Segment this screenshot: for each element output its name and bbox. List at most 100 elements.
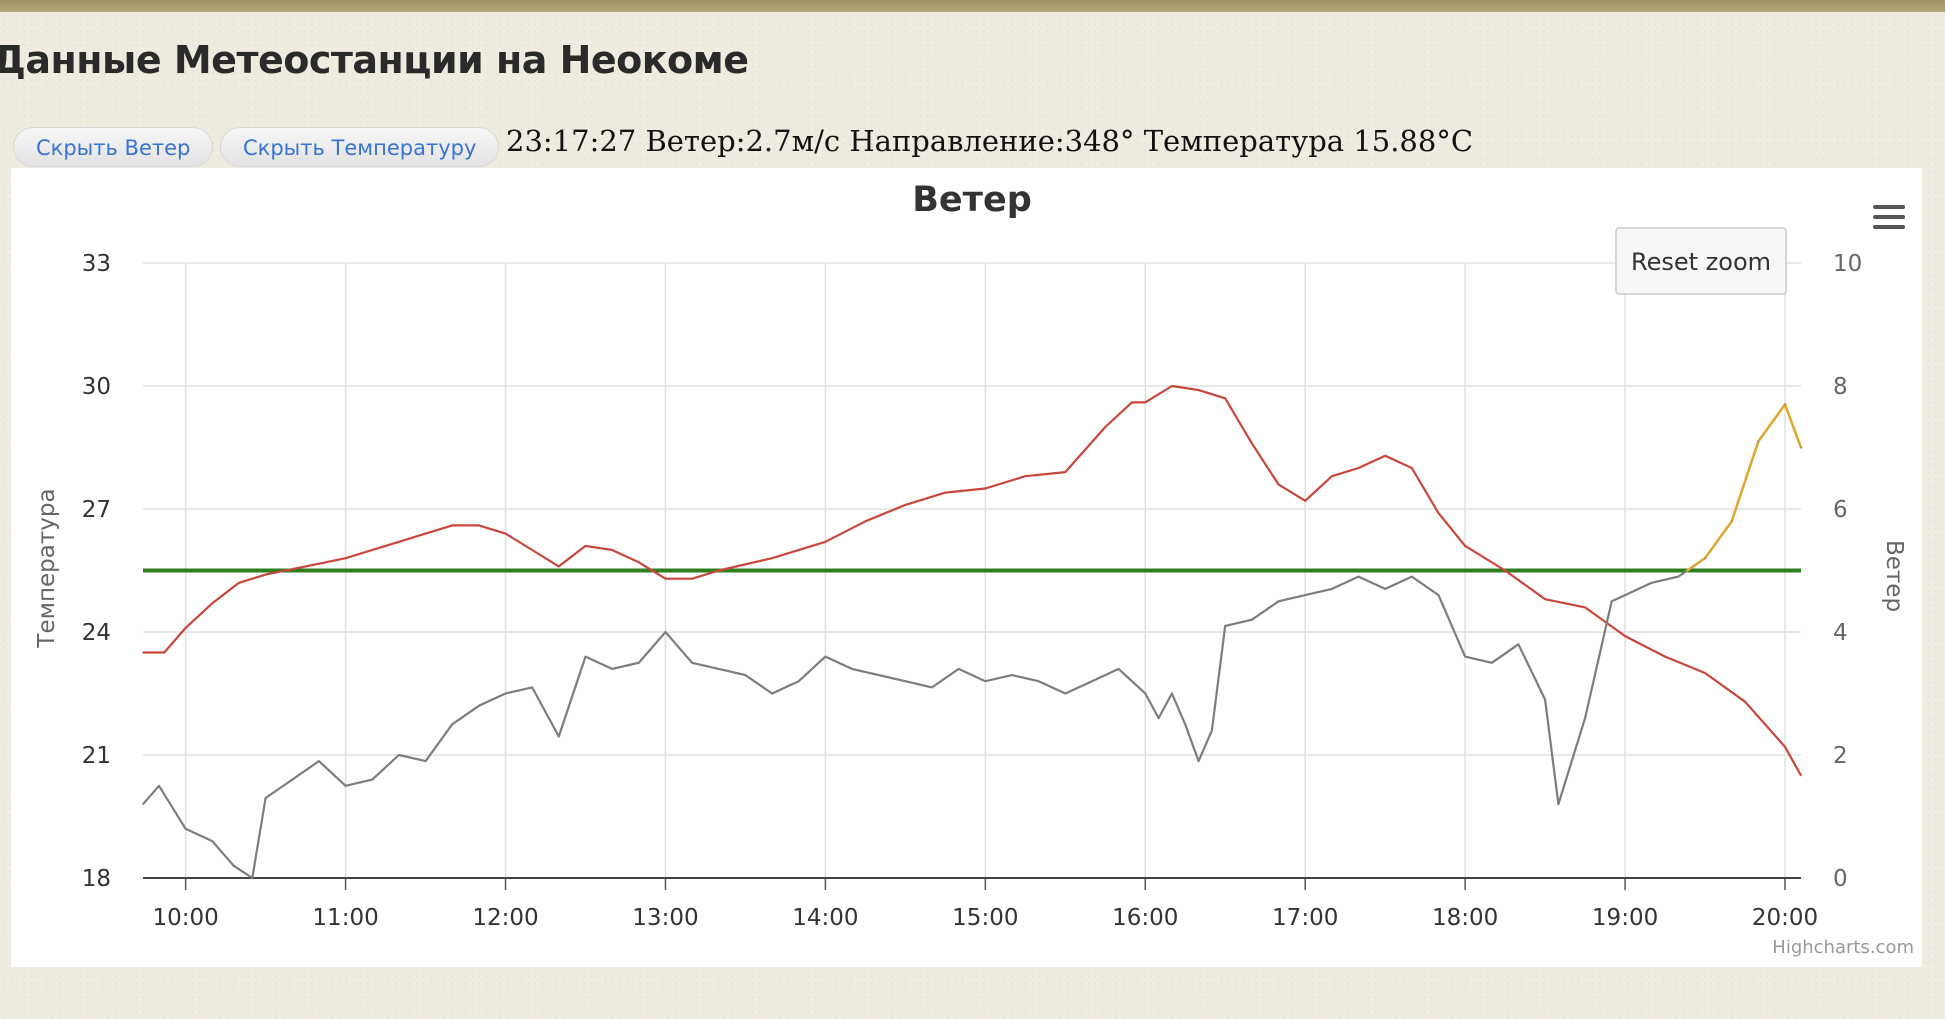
wind-point [1557,803,1560,805]
wind-point [1184,723,1186,726]
wind-point [1544,698,1546,701]
temperature-point [304,565,307,568]
wind-point [1624,594,1626,596]
x-tick-label: 12:00 [472,905,538,931]
wind-point [478,705,480,707]
x-tick-label: 14:00 [792,905,858,931]
wind-point [611,668,613,670]
hide-temperature-button[interactable]: Скрыть Температуру [220,127,500,167]
temperature-line [143,384,1802,777]
temperature-point [984,487,987,490]
wind-point [318,760,320,762]
temperature-point [238,582,240,584]
temperature-point [1024,475,1027,478]
wind-point [1650,582,1653,584]
temperature-point [384,545,387,547]
wind-point [771,692,773,695]
wind-point [1411,575,1413,578]
wind-high-segment [1783,403,1803,449]
hamburger-menu-icon[interactable] [1873,203,1905,233]
temperature-point [1357,467,1360,469]
x-tick-label: 16:00 [1112,905,1178,931]
wind-point [691,662,693,664]
wind-point [1037,680,1040,682]
temperature-point [1064,471,1067,473]
wind-high-segment [1686,557,1707,572]
wind-point [451,723,454,726]
temperature-point [1304,500,1306,502]
temperature-point [1437,512,1440,514]
temperature-point [1171,385,1173,387]
wind-point [1117,668,1120,670]
wind-point [1171,692,1173,695]
wind-point [344,785,347,787]
wind-point [904,680,907,682]
x-tick-label: 18:00 [1432,905,1498,931]
hide-wind-button[interactable]: Скрыть Ветер [13,127,214,167]
temperature-point [1144,401,1147,404]
wind-high-segment [1757,403,1787,443]
temperature-point [1544,598,1546,600]
temperature-point [1784,746,1786,748]
temperature-point [944,491,947,494]
wind-point [877,674,880,676]
y-axis-left-label: Температура [34,488,60,648]
page-top-border [0,0,1945,12]
wind-point [664,631,667,633]
temperature-point [771,557,773,559]
wind-point [184,828,187,830]
temperature-point [344,557,347,559]
wind-point [251,877,254,879]
y-right-tick-label: 6 [1833,497,1848,523]
temperature-point [531,549,533,551]
wind-point [1584,717,1586,719]
y-right-tick-label: 4 [1833,620,1848,646]
highcharts-credits[interactable]: Highcharts.com [1772,937,1914,958]
wind-point [1610,600,1613,603]
wind-point [1011,674,1013,676]
temperature-point [1331,475,1333,478]
temperature-point [904,504,907,506]
temperature-point [1504,569,1506,572]
wind-point [1064,692,1067,695]
temperature-point [611,549,613,551]
y-right-tick-label: 2 [1833,743,1848,769]
wind-point [1784,403,1786,406]
y-left-tick-label: 33 [82,251,111,277]
x-tick-label: 19:00 [1592,905,1658,931]
temperature-point [1624,635,1626,637]
wind-point [1197,760,1200,762]
y-left-tick-label: 24 [82,620,111,646]
reset-zoom-button[interactable]: Reset zoom [1615,227,1787,295]
wind-point [371,778,374,781]
wind-point [1224,625,1226,627]
temperature-point [1584,606,1586,609]
reset-zoom-label: Reset zoom [1631,248,1771,276]
wind-point [1491,662,1493,664]
temperature-point [1251,442,1253,445]
wind-point [1251,618,1253,621]
wind-point [797,680,800,682]
temperature-point [1224,397,1226,400]
wind-high-segment [1730,440,1760,523]
wind-point [957,668,960,670]
wind-point [264,797,267,799]
temperature-point [664,577,667,580]
x-tick-label: 20:00 [1752,905,1818,931]
x-tick-label: 15:00 [952,905,1018,931]
temperature-point [1411,467,1413,469]
wind-point [1464,655,1466,658]
temperature-point [478,524,480,527]
y-right-tick-label: 8 [1833,374,1848,400]
temperature-point [451,524,454,527]
wind-point [824,655,827,658]
wind-point [1304,594,1306,596]
wind-point [504,692,507,695]
wind-point [158,785,160,787]
wind-point [1437,594,1440,596]
wind-point [531,686,533,689]
wind-point [1757,440,1760,443]
wind-point [1704,557,1706,559]
